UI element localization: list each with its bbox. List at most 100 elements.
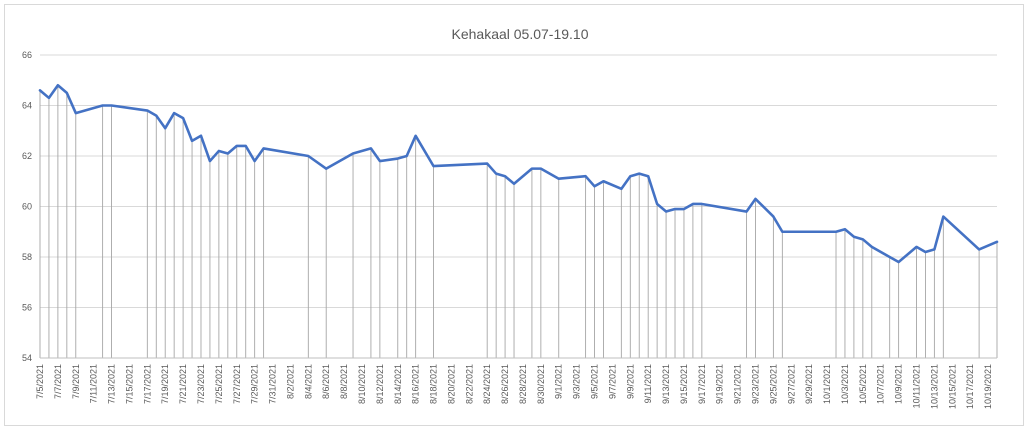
data-point — [558, 178, 560, 180]
x-tick-label: 7/5/2021 — [35, 364, 45, 399]
x-tick-label: 10/19/2021 — [983, 364, 993, 409]
y-tick-label: 66 — [22, 50, 32, 60]
data-point — [75, 112, 77, 114]
data-point — [504, 175, 506, 177]
data-point — [942, 215, 944, 217]
y-tick-label: 58 — [22, 252, 32, 262]
data-point — [48, 97, 50, 99]
y-tick-label: 64 — [22, 101, 32, 111]
chart-title: Kehakaal 05.07-19.10 — [452, 26, 589, 42]
data-point — [647, 175, 649, 177]
x-tick-label: 8/6/2021 — [321, 364, 331, 399]
y-tick-label: 54 — [22, 353, 32, 363]
series-layer — [38, 84, 999, 264]
data-point — [754, 198, 756, 200]
data-point — [620, 188, 622, 190]
x-tick-label: 10/13/2021 — [929, 364, 939, 409]
data-point — [245, 145, 247, 147]
data-point — [665, 210, 667, 212]
x-tick-label: 9/11/2021 — [643, 364, 653, 403]
data-point — [692, 203, 694, 205]
data-point — [218, 150, 220, 152]
data-point — [683, 208, 685, 210]
x-tick-label: 10/15/2021 — [947, 364, 957, 409]
data-point — [209, 160, 211, 162]
y-tick-label: 56 — [22, 303, 32, 313]
data-point — [227, 152, 229, 154]
x-tick-label: 9/3/2021 — [572, 364, 582, 399]
data-point — [593, 185, 595, 187]
data-point — [656, 203, 658, 205]
x-tick-label: 7/25/2021 — [214, 364, 224, 404]
data-point — [584, 175, 586, 177]
x-tick-label: 7/9/2021 — [71, 364, 81, 399]
x-tick-label: 7/21/2021 — [178, 364, 188, 404]
x-tick-label: 7/27/2021 — [232, 364, 242, 404]
data-point — [853, 236, 855, 238]
data-point — [253, 160, 255, 162]
data-point — [164, 127, 166, 129]
data-point — [182, 117, 184, 119]
data-point — [432, 165, 434, 167]
x-tick-label: 7/13/2021 — [107, 364, 117, 404]
x-tick-label: 10/11/2021 — [912, 364, 922, 408]
data-point — [862, 238, 864, 240]
x-tick-label: 8/30/2021 — [536, 364, 546, 404]
x-tick-label: 9/7/2021 — [607, 364, 617, 399]
data-point — [871, 246, 873, 248]
data-point — [379, 160, 381, 162]
x-tick-label: 8/8/2021 — [339, 364, 349, 399]
data-point — [191, 140, 193, 142]
data-point — [57, 84, 59, 86]
data-point — [924, 251, 926, 253]
x-tick-label: 7/19/2021 — [160, 364, 170, 404]
x-axis: 7/5/2021 7/7/2021 7/9/2021 7/11/2021 7/13/20… — [35, 357, 997, 409]
x-tick-label: 9/21/2021 — [733, 364, 743, 404]
data-point — [370, 147, 372, 149]
data-point — [540, 167, 542, 169]
data-point — [674, 208, 676, 210]
data-point — [307, 155, 309, 157]
y-tick-label: 60 — [22, 202, 32, 212]
x-tick-label: 8/2/2021 — [285, 364, 295, 399]
x-tick-label: 8/26/2021 — [500, 364, 510, 404]
x-tick-label: 9/23/2021 — [751, 364, 761, 404]
x-tick-label: 8/22/2021 — [464, 364, 474, 404]
x-tick-label: 10/17/2021 — [965, 364, 975, 409]
x-tick-label: 8/16/2021 — [411, 364, 421, 404]
data-point — [531, 167, 533, 169]
data-point — [101, 104, 103, 106]
x-tick-label: 9/15/2021 — [679, 364, 689, 404]
x-tick-label: 8/14/2021 — [393, 364, 403, 404]
data-point — [146, 109, 148, 111]
x-tick-label: 7/15/2021 — [124, 364, 134, 404]
data-point — [629, 175, 631, 177]
data-point — [996, 241, 998, 243]
drop-lines — [39, 85, 998, 358]
data-point — [915, 246, 917, 248]
x-tick-label: 7/11/2021 — [89, 364, 99, 403]
x-tick-label: 9/1/2021 — [554, 364, 564, 399]
x-tick-label: 9/9/2021 — [625, 364, 635, 399]
x-tick-label: 8/18/2021 — [429, 364, 439, 404]
x-tick-label: 7/31/2021 — [268, 364, 278, 404]
x-tick-label: 9/25/2021 — [768, 364, 778, 404]
x-tick-label: 10/7/2021 — [876, 364, 886, 404]
data-point — [933, 248, 935, 250]
x-tick-label: 9/17/2021 — [697, 364, 707, 404]
data-point — [638, 172, 640, 174]
x-tick-label: 8/28/2021 — [518, 364, 528, 404]
data-point — [897, 261, 899, 263]
x-tick-label: 9/13/2021 — [661, 364, 671, 404]
data-point — [173, 112, 175, 114]
x-tick-label: 9/19/2021 — [715, 364, 725, 404]
x-tick-label: 7/7/2021 — [53, 364, 63, 399]
x-tick-label: 7/29/2021 — [250, 364, 260, 404]
data-point — [701, 203, 703, 205]
x-tick-label: 10/3/2021 — [840, 364, 850, 404]
data-point — [200, 135, 202, 137]
y-tick-label: 62 — [22, 151, 32, 161]
data-point — [888, 256, 890, 258]
x-tick-label: 9/29/2021 — [804, 364, 814, 404]
x-tick-label: 10/1/2021 — [822, 364, 832, 404]
